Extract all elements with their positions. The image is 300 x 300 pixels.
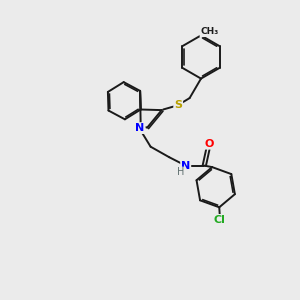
Text: Cl: Cl (214, 215, 226, 225)
Text: S: S (174, 100, 182, 110)
Text: CH₃: CH₃ (200, 27, 218, 36)
Text: N: N (136, 123, 145, 133)
Text: N: N (181, 160, 190, 171)
Text: H: H (177, 167, 184, 177)
Text: O: O (204, 139, 214, 149)
